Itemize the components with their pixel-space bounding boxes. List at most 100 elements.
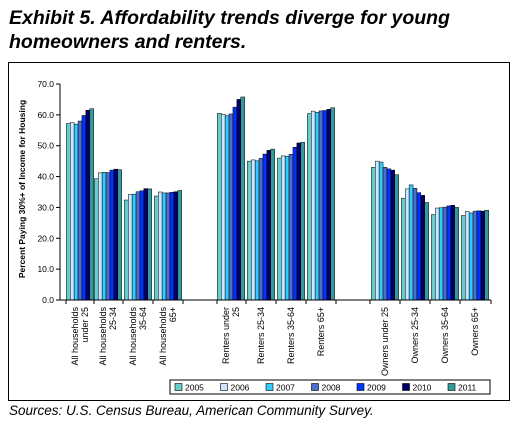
bar-owners-under-25-2009 bbox=[386, 168, 392, 301]
bar-all-households-35-64-2007 bbox=[131, 193, 137, 301]
bar-renters-65--2008 bbox=[318, 110, 324, 301]
bar-renters-65--2011 bbox=[330, 107, 335, 301]
bar-owners-under-25-2007 bbox=[378, 161, 384, 301]
bar-owners-25-34-2006 bbox=[405, 188, 410, 301]
bar-all-households-65--2010 bbox=[173, 191, 179, 301]
legend-swatch-2008 bbox=[311, 383, 319, 391]
bar-owners-35-64-2011 bbox=[454, 207, 459, 301]
y-tick-label: 70.0 bbox=[37, 79, 54, 89]
category-label: Owners under 25 bbox=[380, 307, 390, 376]
bar-owners-under-25-2005 bbox=[371, 167, 376, 301]
source-note: Sources: U.S. Census Bureau, American Co… bbox=[9, 403, 374, 418]
bar-renters-35-64-2011 bbox=[300, 142, 305, 301]
bar-owners-35-64-2009 bbox=[446, 205, 452, 301]
legend-label-2006: 2006 bbox=[231, 383, 250, 393]
bar-owners-25-34-2005 bbox=[401, 197, 406, 301]
bar-owners-65--2008 bbox=[472, 210, 478, 301]
bar-all-households-under-25-2010 bbox=[85, 109, 90, 301]
bar-all-households-35-64-2010 bbox=[143, 188, 149, 301]
bar-renters-under-25-2011 bbox=[240, 96, 245, 301]
bar-owners-under-25-2010 bbox=[390, 169, 396, 301]
category-label-line: 25 bbox=[231, 307, 241, 317]
category-label-line: Renters 65+ bbox=[316, 307, 326, 356]
bar-owners-under-25-2011 bbox=[394, 174, 399, 301]
bar-owners-65--2005 bbox=[461, 215, 466, 301]
legend-swatch-2011 bbox=[447, 383, 456, 391]
bar-owners-35-64-2006 bbox=[435, 207, 440, 301]
bar-all-households-65--2006 bbox=[158, 191, 163, 301]
bar-all-households-35-64-2011 bbox=[147, 188, 152, 301]
bar-renters-under-25-2007 bbox=[224, 115, 230, 301]
legend-swatch-2007 bbox=[265, 383, 274, 391]
legend-swatch-2009 bbox=[356, 383, 365, 391]
bar-all-households-25-34-2008 bbox=[105, 172, 111, 301]
bar-owners-under-25-2006 bbox=[375, 160, 380, 301]
bar-all-households-65--2005 bbox=[154, 195, 159, 301]
bar-renters-35-64-2005 bbox=[277, 157, 282, 301]
bar-owners-25-34-2011 bbox=[424, 202, 429, 301]
bar-renters-under-25-2009 bbox=[232, 106, 238, 301]
bar-renters-under-25-2008 bbox=[228, 113, 234, 301]
bar-renters-65--2009 bbox=[322, 110, 328, 301]
category-label-line: All households bbox=[98, 307, 108, 366]
bar-owners-65--2010 bbox=[480, 210, 486, 301]
legend-box bbox=[169, 379, 491, 395]
bar-renters-25-34-2008 bbox=[258, 158, 264, 301]
category-label: Renters 25-34 bbox=[256, 307, 266, 364]
bar-all-households-35-64-2005 bbox=[124, 199, 129, 301]
category-label: Renters under25 bbox=[221, 307, 241, 364]
bar-all-households-25-34-2006 bbox=[98, 172, 103, 301]
bar-owners-25-34-2008 bbox=[412, 188, 418, 301]
category-labels-layer: All householdsunder 25 All households25-3… bbox=[70, 307, 480, 377]
y-ticks-layer: 0.0 10.0 20.0 30.0 40.0 50.0 60.0 70.0 bbox=[37, 79, 60, 305]
bar-renters-35-64-2006 bbox=[281, 155, 286, 301]
category-label: All householdsunder 25 bbox=[70, 307, 90, 366]
bar-all-households-65--2008 bbox=[165, 192, 171, 301]
legend-label-2007: 2007 bbox=[276, 383, 295, 393]
bar-owners-35-64-2007 bbox=[438, 207, 444, 301]
bar-all-households-25-34-2011 bbox=[117, 169, 122, 301]
legend-swatch-2006 bbox=[220, 383, 228, 391]
bar-owners-25-34-2010 bbox=[420, 195, 426, 301]
category-label-line: Owners 35-64 bbox=[440, 307, 450, 364]
category-label-line: 65+ bbox=[168, 307, 178, 322]
category-label-line: Renters 25-34 bbox=[256, 307, 266, 364]
legend-label-2008: 2008 bbox=[322, 383, 341, 393]
bar-all-households-under-25-2005 bbox=[66, 123, 71, 301]
category-label: All households25-34 bbox=[98, 307, 118, 366]
bar-all-households-under-25-2009 bbox=[81, 115, 87, 301]
category-label-line: Renters 35-64 bbox=[286, 307, 296, 364]
bar-all-households-65--2009 bbox=[169, 192, 175, 301]
bar-renters-25-34-2011 bbox=[270, 148, 275, 301]
y-tick-label: 40.0 bbox=[37, 172, 54, 182]
category-label-line: Owners under 25 bbox=[380, 307, 390, 376]
legend-label-2009: 2009 bbox=[367, 383, 386, 393]
category-label-line: Owners 25-34 bbox=[410, 307, 420, 364]
category-label: All households65+ bbox=[158, 307, 178, 366]
bar-renters-65--2007 bbox=[314, 112, 320, 301]
bar-all-households-under-25-2008 bbox=[77, 120, 83, 301]
bar-owners-25-34-2007 bbox=[408, 184, 414, 301]
bar-owners-65--2009 bbox=[476, 210, 482, 301]
y-tick-label: 10.0 bbox=[37, 264, 54, 274]
category-label: Owners 25-34 bbox=[410, 307, 420, 364]
bar-renters-65--2010 bbox=[326, 109, 332, 301]
bar-all-households-65--2007 bbox=[161, 192, 167, 301]
category-label-line: Renters under bbox=[221, 307, 231, 364]
bar-owners-65--2011 bbox=[484, 209, 489, 301]
y-tick-label: 0.0 bbox=[42, 295, 54, 305]
bar-owners-35-64-2005 bbox=[431, 214, 436, 301]
category-label-line: All households bbox=[128, 307, 138, 366]
bar-renters-under-25-2005 bbox=[217, 113, 222, 301]
bar-renters-65--2005 bbox=[307, 113, 312, 301]
bar-all-households-under-25-2006 bbox=[70, 122, 75, 301]
legend-label-2010: 2010 bbox=[413, 383, 432, 393]
bar-renters-25-34-2005 bbox=[247, 160, 252, 301]
bar-owners-35-64-2010 bbox=[450, 205, 456, 301]
bar-renters-25-34-2007 bbox=[254, 160, 260, 301]
bar-renters-25-34-2010 bbox=[266, 150, 272, 301]
legend-swatch-2005 bbox=[174, 383, 183, 391]
bar-owners-35-64-2008 bbox=[442, 206, 448, 301]
axes-layer bbox=[59, 84, 492, 304]
